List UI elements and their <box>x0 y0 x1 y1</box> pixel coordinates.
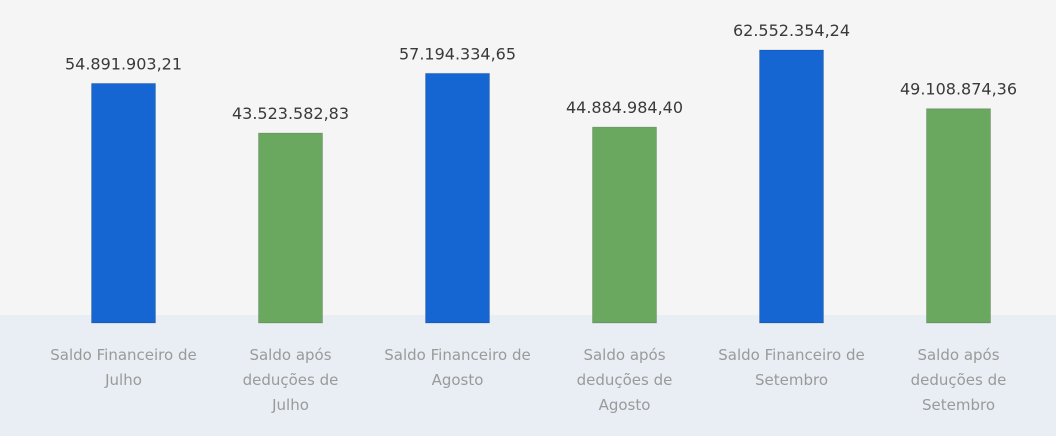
bar <box>592 126 657 324</box>
value-label: 54.891.903,21 <box>65 54 182 73</box>
value-label: 62.552.354,24 <box>733 21 850 40</box>
bar <box>258 132 323 324</box>
band <box>0 315 1056 436</box>
value-label: 49.108.874,36 <box>900 80 1017 99</box>
category-label: Saldo Financeiro de Agosto <box>384 346 531 389</box>
bar <box>759 49 824 324</box>
category-label: Saldo Financeiro de Setembro <box>718 346 865 389</box>
category-label: Saldo após deduções de Agosto <box>576 346 673 414</box>
value-label: 44.884.984,40 <box>566 98 683 117</box>
bar <box>425 72 490 324</box>
category-label: Saldo após deduções de Julho <box>242 346 339 414</box>
bar <box>926 108 991 324</box>
bar <box>91 82 156 324</box>
category-label: Saldo após deduções de Setembro <box>910 346 1007 414</box>
category-label: Saldo Financeiro de Julho <box>50 346 197 389</box>
value-label: 57.194.334,65 <box>399 44 516 63</box>
value-label: 43.523.582,83 <box>232 104 349 123</box>
